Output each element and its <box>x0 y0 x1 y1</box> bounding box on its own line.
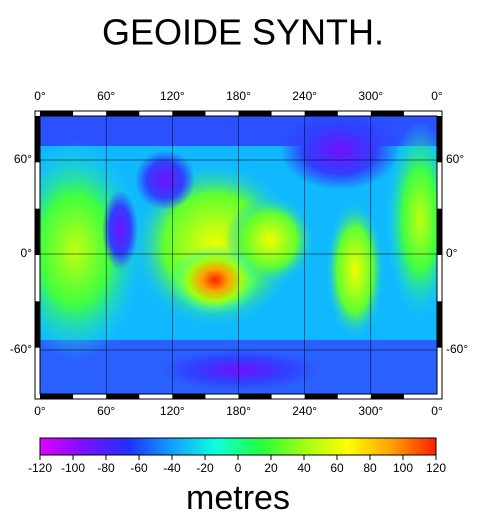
lon-label: 60° <box>97 404 115 418</box>
lon-label: 120° <box>160 89 185 103</box>
lat-label: -60° <box>10 342 32 356</box>
lat-label: -60° <box>446 342 468 356</box>
frame-bar <box>370 111 404 116</box>
lon-label: 0° <box>431 404 443 418</box>
colorbar-tick-label: -80 <box>97 461 115 475</box>
lon-label: 300° <box>358 89 383 103</box>
frame-bar <box>238 394 272 399</box>
axis-labels: 0° 0° 60° 60° 120° 120° 180° 180° 240° 240° 300° 30… <box>10 89 469 418</box>
frame-bar <box>437 208 442 255</box>
frame-bar <box>172 111 206 116</box>
frame-bar <box>238 111 272 116</box>
frame-bar <box>35 301 40 348</box>
frame-bar <box>304 394 338 399</box>
colorbar-tick-label: 80 <box>363 461 377 475</box>
colorbar-tick-label: -100 <box>61 461 85 475</box>
lon-label: 240° <box>292 89 317 103</box>
frame-bar <box>35 116 40 163</box>
colorbar-tick-label: 20 <box>264 461 278 475</box>
frame-bar <box>35 208 40 255</box>
lon-label: 300° <box>358 404 383 418</box>
lon-label: 180° <box>226 404 251 418</box>
colorbar-tick-label: 0 <box>235 461 242 475</box>
colorbar-tick-label: 40 <box>297 461 311 475</box>
lat-label: 60° <box>446 152 464 166</box>
colorbar-tick-label: -20 <box>196 461 214 475</box>
colorbar-label: metres <box>186 479 290 517</box>
frame-bar <box>40 394 74 399</box>
frame-bar <box>437 116 442 163</box>
title: GEOIDE SYNTH. <box>102 12 384 53</box>
colorbar-tick-label: 60 <box>330 461 344 475</box>
frame-bar <box>40 111 74 116</box>
lon-label: 0° <box>34 404 46 418</box>
map-frame <box>34 110 443 400</box>
colorbar-ticks: -120 -100 -80 -60 -40 -20 0 20 40 60 80 100 120 <box>28 455 446 475</box>
lat-label: 0° <box>21 246 33 260</box>
lat-label: 60° <box>14 152 32 166</box>
lat-label: 0° <box>446 246 458 260</box>
frame-bar <box>370 394 404 399</box>
lon-label: 0° <box>431 89 443 103</box>
colorbar <box>39 437 437 456</box>
colorbar-tick-label: 120 <box>426 461 446 475</box>
frame-bar <box>172 394 206 399</box>
colorbar-tick-label: -60 <box>130 461 148 475</box>
colorbar-tick-label: -40 <box>163 461 181 475</box>
graticule <box>40 116 437 394</box>
lon-label: 120° <box>160 404 185 418</box>
lon-label: 60° <box>97 89 115 103</box>
colorbar-tick-label: 100 <box>393 461 413 475</box>
lon-label: 240° <box>292 404 317 418</box>
geoid-field <box>40 116 437 394</box>
frame-bar <box>437 301 442 348</box>
lon-label: 0° <box>34 89 46 103</box>
frame-bar <box>106 111 140 116</box>
colorbar-tick-label: -120 <box>28 461 52 475</box>
map-border <box>39 115 438 395</box>
lon-label: 180° <box>226 89 251 103</box>
frame-bar <box>106 394 140 399</box>
frame-bar <box>304 111 338 116</box>
